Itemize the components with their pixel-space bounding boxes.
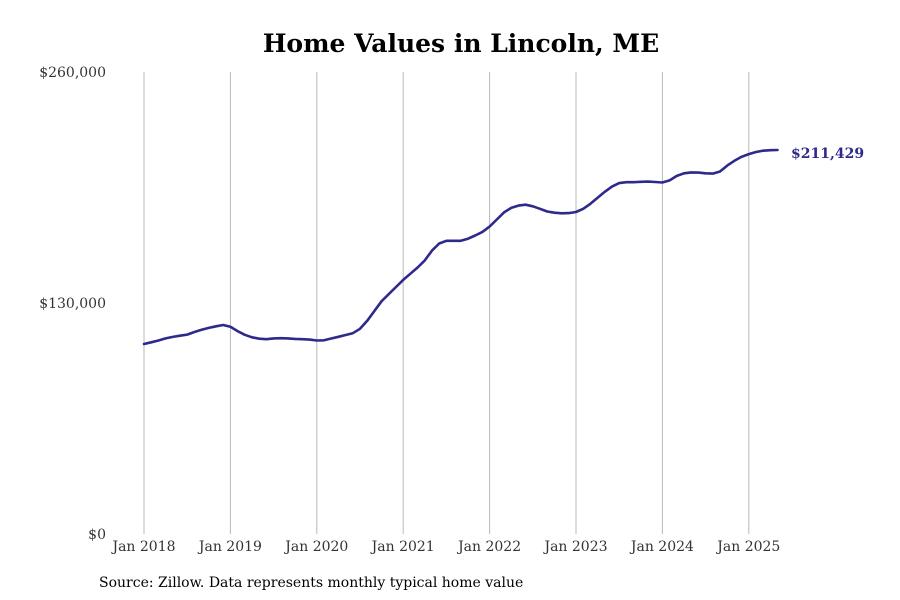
end-value-label: $211,429 — [791, 146, 864, 162]
vertical-grid — [143, 72, 750, 534]
y-axis-ticks: $0 $130,000 $260,000 — [39, 65, 106, 543]
series-line — [142, 148, 779, 346]
x-tick-label: Jan 2021 — [370, 539, 435, 555]
x-tick-label: Jan 2024 — [629, 539, 694, 555]
x-tick-label: Jan 2018 — [110, 539, 175, 555]
x-tick-label: Jan 2019 — [197, 539, 262, 555]
y-tick-label: $260,000 — [39, 65, 106, 81]
y-tick-label: $130,000 — [39, 296, 106, 312]
chart-title: Home Values in Lincoln, ME — [263, 29, 659, 58]
x-axis-ticks: Jan 2018 Jan 2019 Jan 2020 Jan 2021 Jan 2022… — [110, 539, 780, 555]
x-tick-label: Jan 2025 — [715, 539, 780, 555]
source-note: Source: Zillow. Data represents monthly … — [99, 575, 523, 591]
x-tick-label: Jan 2023 — [542, 539, 607, 555]
x-tick-label: Jan 2020 — [283, 539, 348, 555]
y-tick-label: $0 — [88, 527, 106, 543]
series-layer — [142, 148, 779, 346]
x-tick-label: Jan 2022 — [456, 539, 521, 555]
